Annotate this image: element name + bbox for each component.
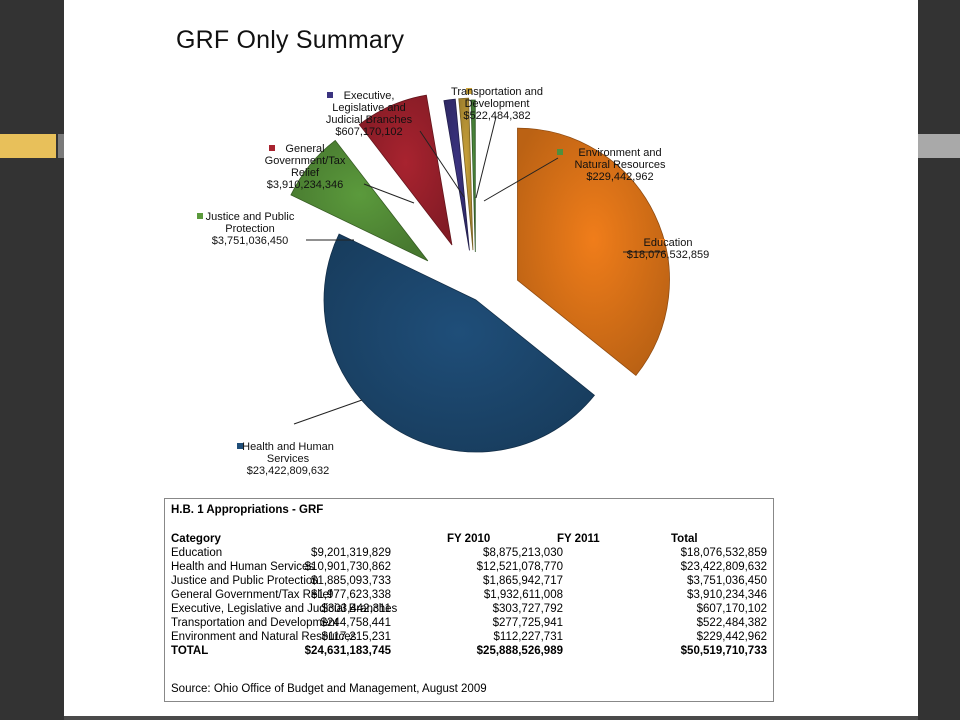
slice-label: General Government/Tax Relief $3,910,234,34… bbox=[265, 143, 346, 191]
slice-marker bbox=[557, 149, 563, 155]
table-row: Transportation and Development $244,758,… bbox=[171, 617, 771, 631]
pie-slice bbox=[290, 139, 429, 262]
slice-marker bbox=[197, 213, 203, 219]
header-total: Total bbox=[671, 533, 698, 545]
cell-fy2011: $303,727,792 bbox=[492, 603, 563, 615]
slice-label: Environment and Natural Resources $229,442… bbox=[574, 147, 666, 183]
cell-category: Environment and Natural Resources bbox=[171, 631, 357, 643]
table-source-note: Source: Ohio Office of Budget and Manage… bbox=[171, 683, 487, 695]
table-row: Education $9,201,319,829 $8,875,213,030 … bbox=[171, 547, 771, 561]
cell-total: $3,751,036,450 bbox=[687, 575, 767, 587]
table-row: Environment and Natural Resources $117,2… bbox=[171, 631, 771, 645]
cell-total: $18,076,532,859 bbox=[680, 547, 767, 559]
table-total-row: TOTAL $24,631,183,745 $25,888,526,989 $5… bbox=[171, 645, 771, 659]
slice-label: Health and Human Services $23,422,809,632 bbox=[242, 441, 334, 477]
cell-fy2010: $9,201,319,829 bbox=[311, 547, 391, 559]
cell-category: Health and Human Services bbox=[171, 561, 315, 573]
cell-total: $607,170,102 bbox=[696, 603, 767, 615]
cell-fy2011: $1,932,611,008 bbox=[483, 589, 563, 601]
cell-fy2011: $277,725,941 bbox=[492, 617, 563, 629]
total-total: $50,519,710,733 bbox=[680, 645, 767, 657]
header-category: Category bbox=[171, 533, 221, 545]
cell-total: $522,484,382 bbox=[696, 617, 767, 629]
cell-total: $3,910,234,346 bbox=[687, 589, 767, 601]
table-row: General Government/Tax Relief $1,977,623… bbox=[171, 589, 771, 603]
cell-category: Education bbox=[171, 547, 223, 559]
total-fy2011: $25,888,526,989 bbox=[476, 645, 563, 657]
cell-fy2011: $112,227,731 bbox=[493, 631, 564, 643]
slice-marker bbox=[466, 88, 472, 94]
slice-label: Justice and Public Protection $3,751,036,4… bbox=[206, 211, 295, 247]
pie-slice bbox=[470, 99, 476, 253]
cell-total: $229,442,962 bbox=[696, 631, 767, 643]
pie-slice bbox=[443, 98, 470, 251]
cell-fy2011: $12,521,078,770 bbox=[476, 561, 563, 573]
table-row: Justice and Public Protection $1,885,093… bbox=[171, 575, 771, 589]
right-accent-bar bbox=[918, 134, 960, 158]
right-frame bbox=[918, 0, 960, 720]
table-title: H.B. 1 Appropriations - GRF bbox=[171, 504, 324, 516]
cell-fy2011: $8,875,213,030 bbox=[483, 547, 563, 559]
cell-category: Justice and Public Protection bbox=[171, 575, 319, 587]
cell-total: $23,422,809,632 bbox=[680, 561, 767, 573]
leader-line bbox=[483, 157, 559, 202]
left-accent-bar bbox=[0, 134, 56, 158]
cell-fy2010: $303,442,311 bbox=[321, 603, 392, 615]
total-label: TOTAL bbox=[171, 645, 209, 657]
cell-fy2010: $117,215,231 bbox=[321, 631, 392, 643]
leader-line bbox=[293, 399, 363, 425]
cell-fy2010: $244,758,441 bbox=[320, 617, 391, 629]
bottom-frame bbox=[64, 716, 918, 720]
cell-fy2010: $10,901,730,862 bbox=[304, 561, 391, 573]
cell-category: Transportation and Development bbox=[171, 617, 339, 629]
pie-slice bbox=[458, 97, 474, 251]
cell-fy2010: $1,885,093,733 bbox=[311, 575, 391, 587]
cell-fy2011: $1,865,942,717 bbox=[483, 575, 563, 587]
slice-marker bbox=[269, 145, 275, 151]
table-header-row: Category FY 2010 FY 2011 Total bbox=[171, 533, 771, 547]
header-fy2011: FY 2011 bbox=[557, 533, 600, 545]
slice-marker bbox=[659, 239, 665, 245]
pie-chart: Education $18,076,532,859 Health and Human… bbox=[197, 86, 710, 477]
slice-label: Education $18,076,532,859 bbox=[627, 237, 710, 261]
header-fy2010: FY 2010 bbox=[447, 533, 491, 545]
leader-line bbox=[363, 183, 415, 204]
table-row: Executive, Legislative and Judicial Bran… bbox=[171, 603, 771, 617]
cell-category: General Government/Tax Relief bbox=[171, 589, 333, 601]
pie-slice bbox=[358, 94, 453, 246]
slice-label: Transportation and Development $522,484,38… bbox=[451, 86, 543, 122]
slice-label: Executive, Legislative and Judicial Branch… bbox=[326, 90, 413, 138]
leader-line bbox=[475, 116, 497, 199]
pie-slice bbox=[517, 127, 670, 376]
slice-marker bbox=[327, 92, 333, 98]
slice-marker bbox=[237, 443, 243, 449]
appropriations-table: H.B. 1 Appropriations - GRF Category FY … bbox=[164, 498, 774, 702]
cell-category: Executive, Legislative and Judicial Bran… bbox=[171, 603, 398, 615]
left-frame bbox=[0, 0, 64, 720]
leader-line bbox=[419, 130, 465, 198]
slide: GRF Only Summary Education $18,076,532,85… bbox=[64, 0, 918, 716]
total-fy2010: $24,631,183,745 bbox=[304, 645, 391, 657]
table-row: Health and Human Services $10,901,730,86… bbox=[171, 561, 771, 575]
left-accent-edge bbox=[58, 134, 64, 158]
slide-title: GRF Only Summary bbox=[176, 26, 405, 54]
cell-fy2010: $1,977,623,338 bbox=[311, 589, 391, 601]
pie-slice bbox=[323, 233, 596, 453]
